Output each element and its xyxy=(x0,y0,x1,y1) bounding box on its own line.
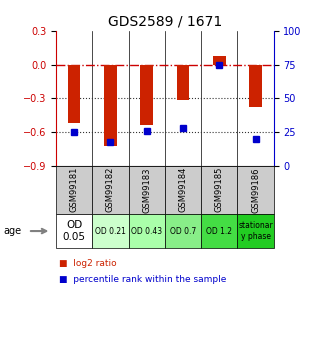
Text: GSM99185: GSM99185 xyxy=(215,167,224,213)
Text: OD 0.43: OD 0.43 xyxy=(131,227,162,236)
Text: ■  log2 ratio: ■ log2 ratio xyxy=(59,259,117,268)
Text: GSM99183: GSM99183 xyxy=(142,167,151,213)
Text: stationar
y phase: stationar y phase xyxy=(238,221,273,241)
Text: OD 0.7: OD 0.7 xyxy=(170,227,196,236)
Text: OD 0.21: OD 0.21 xyxy=(95,227,126,236)
Text: GSM99182: GSM99182 xyxy=(106,167,115,213)
Bar xyxy=(68,65,81,123)
Title: GDS2589 / 1671: GDS2589 / 1671 xyxy=(108,14,222,29)
Text: OD
0.05: OD 0.05 xyxy=(63,220,86,242)
Text: OD 1.2: OD 1.2 xyxy=(206,227,232,236)
Text: GSM99181: GSM99181 xyxy=(70,167,79,213)
Bar xyxy=(104,65,117,146)
Text: ■  percentile rank within the sample: ■ percentile rank within the sample xyxy=(59,275,226,284)
Bar xyxy=(140,65,153,125)
Text: age: age xyxy=(3,226,21,236)
Text: GSM99184: GSM99184 xyxy=(179,167,188,213)
Bar xyxy=(213,56,225,65)
Bar xyxy=(177,65,189,100)
Bar xyxy=(249,65,262,107)
Text: GSM99186: GSM99186 xyxy=(251,167,260,213)
